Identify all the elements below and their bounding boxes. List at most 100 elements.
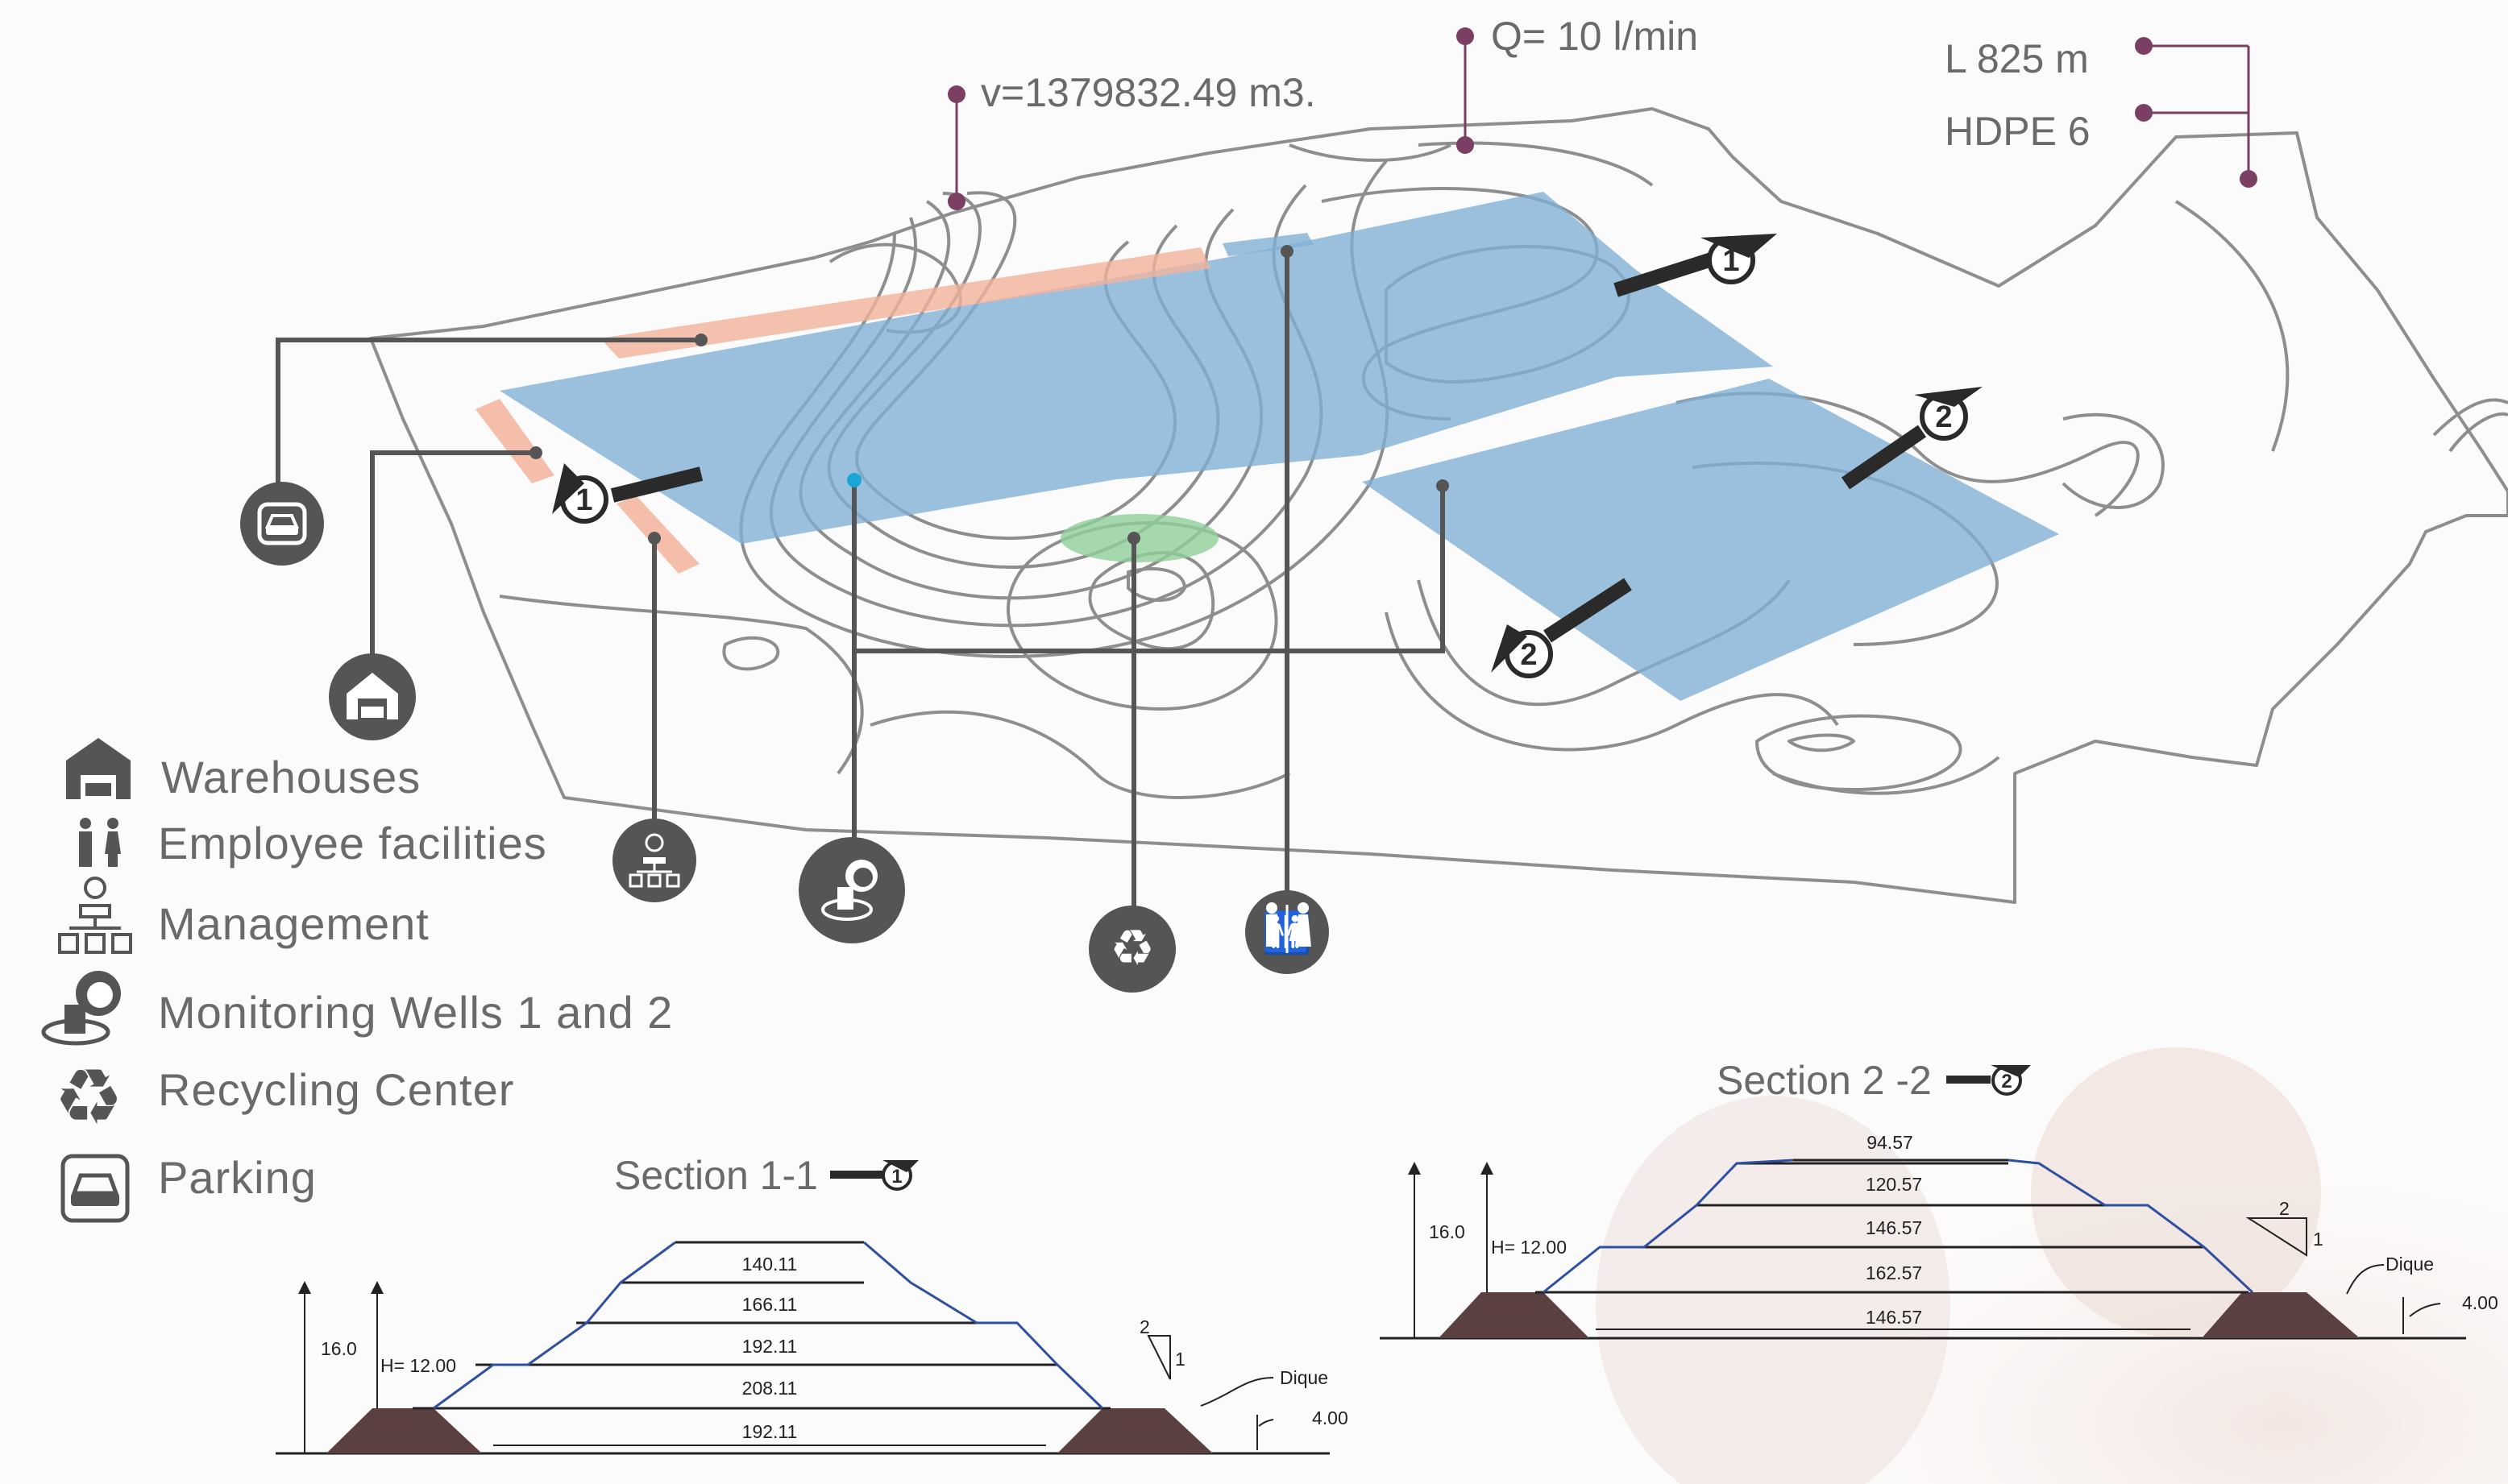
pipe-annotation: L 825 m HDPE 6 [1945,36,2257,188]
dike-west [1439,1292,1589,1338]
section-2-height-label: H= 12.00 [1491,1237,1567,1258]
leader-anchor [1127,532,1140,545]
section-2-dike-label: Dique [2386,1254,2434,1275]
section-marker-label: 1 [891,1166,902,1188]
side-slope-east [863,1241,1104,1410]
volume-annotation: v=1379832.49 m3. [948,70,1316,210]
flow-annotation: Q= 10 l/min [1456,14,1698,154]
leader-anchor [1436,479,1449,492]
legend-item-warehouses: Warehouses [66,738,421,802]
recycling-icon: ♻ [54,1055,123,1141]
parking-icon [60,1154,130,1223]
section-1-dike-height: 4.00 [1312,1407,1348,1428]
section-2-level: 146.57 [1866,1217,1922,1238]
leader-anchor [695,334,708,346]
section-1-diagram: Section 1-1 1 140.11 166.11 192.11 208.1… [276,1153,1348,1455]
plan-section-marker-2-south: 2 [1491,578,1632,678]
contour-line [1127,567,1186,602]
employee-facilities-icon [79,818,121,867]
recycling-icon: ♻ [1089,906,1176,993]
contour-line [1418,141,1654,187]
background-figure-shade [1596,1096,1950,1484]
section-2-title: Section 2 -2 [1717,1058,1932,1103]
background-figure-shade [2031,1047,2321,1337]
management-icon [58,877,132,954]
slope-rise: 1 [1175,1349,1185,1370]
legend-label: Parking [158,1152,317,1203]
management-icon [612,819,696,902]
slope-ratio-triangle [1147,1335,1171,1380]
dike-east [2202,1292,2360,1338]
legend-item-recycling: ♻ Recycling Center [54,1055,514,1141]
slope-ratio-triangle [2245,1217,2307,1257]
plan-section-marker-1-east: 1 [1613,234,1777,297]
contour-line [1385,611,1839,752]
section-1-total-height: 16.0 [321,1338,357,1359]
side-slope-east [2008,1159,2254,1294]
legend-item-management: Management [58,877,430,954]
flow-label: Q= 10 l/min [1491,14,1698,59]
warehouse-icon [66,738,131,799]
leader-monitoring-well-2 [854,486,1445,653]
section-marker-label: 2 [1520,638,1537,672]
volume-label: v=1379832.49 m3. [981,70,1316,115]
section-1-level: 208.11 [742,1378,798,1399]
legend-label: Warehouses [161,752,421,802]
section-1-marker-icon: 1 [830,1160,919,1191]
liner-label: HDPE 6 [1945,109,2091,154]
legend-label: Recycling Center [158,1064,514,1115]
section-2-level: 94.57 [1866,1132,1913,1153]
monitoring-well-icon [41,971,121,1046]
section-2-level: 162.57 [1866,1262,1922,1283]
leader-anchor [529,446,542,459]
plan-section-marker-1-west: 1 [552,463,704,524]
plan-section-marker-2-north: 2 [1841,387,1983,490]
section-marker-label: 2 [1935,400,1952,434]
contour-line [722,636,780,671]
section-1-level: 192.11 [742,1336,798,1357]
legend: Warehouses Employee facilities M [41,738,673,1223]
side-slope-west [433,1241,676,1410]
section-2-level: 146.57 [1866,1307,1922,1328]
landfill-cell-strip [1223,233,1314,256]
svg-text:♻: ♻ [54,1055,123,1141]
contour-line [870,710,1290,799]
site-boundary [369,107,2508,904]
section-2-level: 120.57 [1866,1174,1922,1195]
slope-rise: 1 [2313,1229,2323,1250]
section-2-diagram: Section 2 -2 2 94.57 120.57 146.57 162.5… [1380,1058,2498,1340]
employee-facilities-icon: 🚻 [1245,890,1329,974]
contour-line [2448,412,2508,453]
legend-item-employee-facilities: Employee facilities [79,818,546,868]
length-label: L 825 m [1945,36,2089,81]
dike-east [1057,1408,1213,1453]
parking-icon [240,482,324,566]
contour-line [2062,412,2165,509]
monitoring-well-icon [799,837,905,943]
facility-strip-west [475,399,554,483]
section-1-level: 166.11 [742,1294,798,1315]
slope-run: 2 [1140,1316,1150,1337]
section-marker-label: 1 [575,483,592,517]
section-marker-label: 1 [1722,244,1739,278]
warehouse-icon [329,653,416,740]
dike-west [326,1408,482,1453]
slope-run: 2 [2279,1198,2290,1219]
section-1-height-label: H= 12.00 [380,1355,456,1376]
leader-anchor [1281,245,1293,258]
background-photo-wash [1370,886,2508,1484]
legend-label: Monitoring Wells 1 and 2 [158,987,673,1038]
leader-warehouse [370,450,536,659]
contour-line [2432,398,2508,437]
legend-item-monitoring-wells: Monitoring Wells 1 and 2 [41,971,673,1046]
legend-label: Management [158,898,430,949]
section-2-total-height: 16.0 [1429,1221,1465,1242]
leader-anchor [847,473,862,487]
landfill-cell-1 [500,192,1773,544]
side-slope-west [1543,1159,1794,1294]
section-1-title: Section 1-1 [614,1153,818,1198]
section-1-level: 192.11 [742,1421,798,1442]
legend-item-parking: Parking [60,1152,317,1223]
leader-lines [276,245,1449,910]
